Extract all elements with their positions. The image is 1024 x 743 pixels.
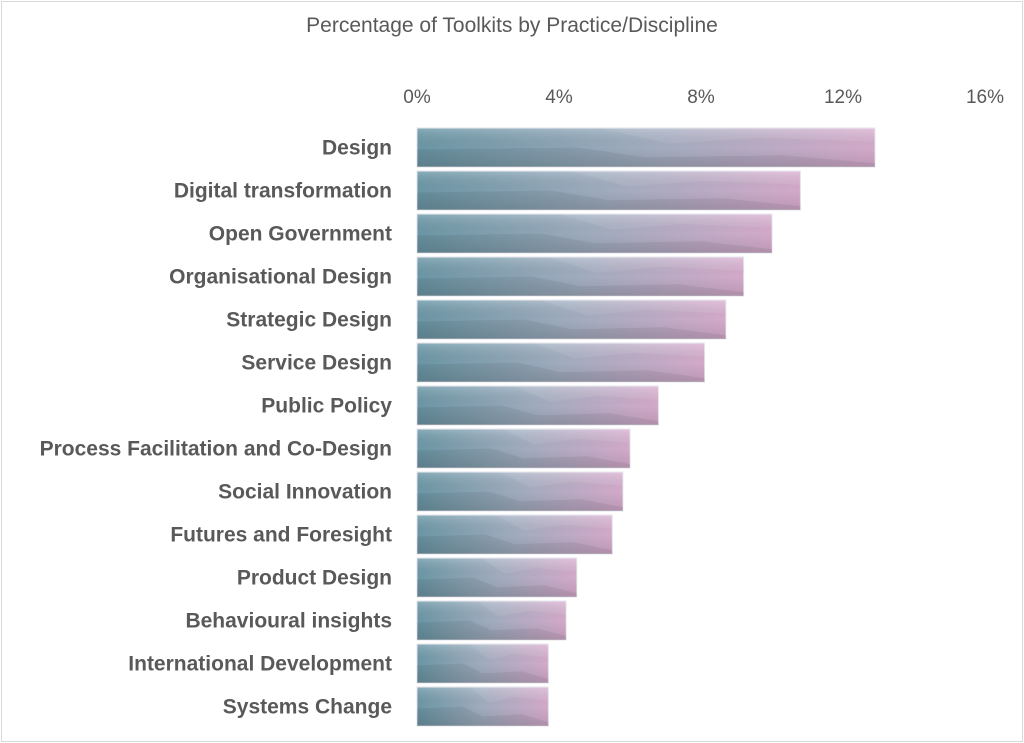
bar-facet	[417, 190, 801, 210]
bar-group: Social Innovation	[218, 471, 624, 512]
category-label: Product Design	[237, 567, 392, 590]
category-label: Strategic Design	[226, 309, 392, 332]
bar-group: Strategic Design	[226, 299, 727, 340]
bar-group: Futures and Foresight	[170, 514, 613, 555]
bar-facet	[417, 663, 549, 683]
bar-facet	[417, 491, 623, 511]
bar-group: Open Government	[209, 213, 773, 254]
category-label: International Development	[128, 653, 392, 676]
category-label: Behavioural insights	[185, 610, 392, 633]
category-label: Digital transformation	[174, 180, 392, 203]
bar-facet	[417, 620, 567, 640]
bar-shading	[417, 472, 623, 511]
bar-shading	[417, 257, 744, 296]
bar-shading	[417, 558, 577, 597]
x-tick-label: 16%	[966, 87, 1004, 108]
bar-group: International Development	[128, 643, 549, 684]
bar-group: Digital transformation	[174, 170, 801, 211]
bar-shading	[417, 515, 613, 554]
category-label: Service Design	[241, 352, 392, 375]
bar-facet	[513, 386, 659, 402]
bar-shading	[417, 214, 772, 253]
bar-facet	[480, 558, 577, 574]
bar-shading	[417, 343, 705, 382]
category-label: Process Facilitation and Co-Design	[40, 438, 392, 461]
bar-shading	[417, 601, 567, 640]
bar-shading	[417, 300, 726, 339]
bar-facet	[495, 515, 613, 531]
bar-group: Systems Change	[223, 686, 549, 727]
bar-shading	[417, 644, 549, 683]
category-label: Open Government	[209, 223, 392, 246]
category-label: Public Policy	[261, 395, 392, 418]
bar-facet	[417, 706, 549, 726]
category-label: Social Innovation	[218, 481, 392, 504]
bar-facet	[417, 319, 726, 339]
bar-facet	[499, 472, 623, 488]
chart-title: Percentage of Toolkits by Practice/Disci…	[306, 14, 718, 37]
x-tick-label: 4%	[545, 87, 573, 108]
bar-facet	[417, 233, 772, 253]
bar-facet	[417, 577, 577, 597]
bar-facet	[417, 362, 705, 382]
category-label: Systems Change	[223, 696, 392, 719]
bar-facet	[600, 128, 875, 144]
category-label: Organisational Design	[169, 266, 392, 289]
bar-facet	[532, 343, 705, 359]
x-tick-label: 8%	[687, 87, 715, 108]
bar-facet	[570, 171, 801, 187]
bar-facet	[417, 276, 744, 296]
bar-group: Organisational Design	[169, 256, 745, 297]
bar-group: Product Design	[237, 557, 578, 598]
bar-shading	[417, 171, 801, 210]
bar-facet	[469, 687, 549, 703]
bar-shading	[417, 429, 630, 468]
bar-facet	[417, 405, 659, 425]
bar-group: Process Facilitation and Co-Design	[40, 428, 631, 469]
bar-facet	[476, 601, 567, 617]
bar-facet	[469, 644, 549, 660]
bar-facet	[559, 214, 772, 230]
bar-facet	[417, 448, 630, 468]
category-label: Design	[322, 137, 392, 160]
bar-group: Behavioural insights	[185, 600, 567, 641]
bar-facet	[417, 147, 875, 167]
bar-facet	[502, 429, 630, 445]
bar-group: Public Policy	[261, 385, 659, 426]
bar-shading	[417, 128, 875, 167]
bar-shading	[417, 386, 659, 425]
bar-group: Service Design	[241, 342, 706, 383]
bar-facet	[417, 534, 613, 554]
bar-facet	[547, 257, 744, 273]
x-tick-label: 12%	[824, 87, 862, 108]
x-tick-label: 0%	[403, 87, 431, 108]
bar-group: Design	[322, 127, 876, 168]
bar-shading	[417, 687, 549, 726]
category-label: Futures and Foresight	[170, 524, 392, 547]
bar-facet	[540, 300, 726, 316]
